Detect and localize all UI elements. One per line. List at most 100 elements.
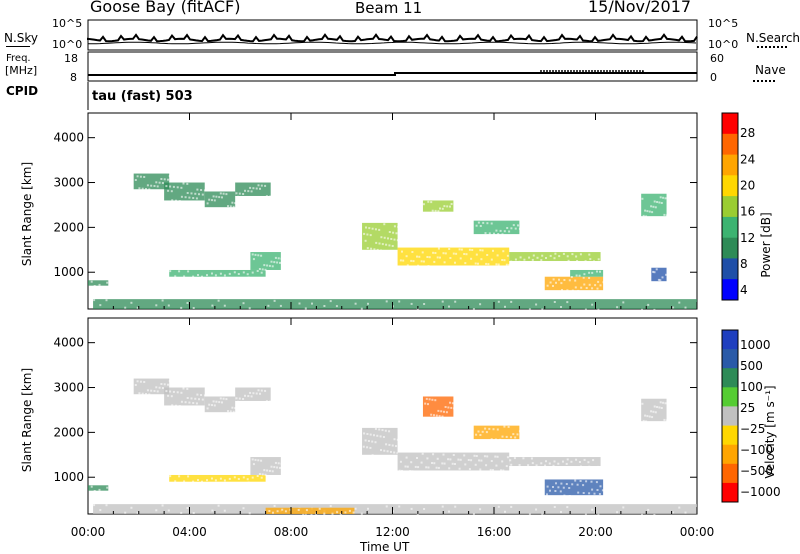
velocity-speckle	[232, 410, 235, 413]
power-speckle	[541, 308, 544, 311]
velocity-speckle	[192, 480, 195, 483]
velocity-speckle	[505, 465, 508, 468]
power-speckle	[237, 273, 240, 275]
power-speckle	[571, 253, 574, 256]
power-speckle	[383, 223, 386, 226]
power-speckle	[398, 300, 401, 303]
power-colorbar-tick: 24	[740, 152, 755, 166]
power-speckle	[563, 279, 566, 281]
power-echo-region	[473, 220, 520, 235]
velocity-speckle	[266, 469, 269, 472]
power-speckle	[388, 244, 391, 247]
velocity-speckle	[160, 383, 163, 385]
velocity-speckle	[393, 451, 396, 454]
velocity-speckle	[272, 511, 274, 514]
power-speckle	[577, 289, 580, 292]
power-speckle	[167, 189, 170, 192]
power-speckle	[450, 203, 453, 205]
power-speckle	[510, 227, 513, 230]
power-speckle	[156, 185, 159, 188]
power-echo-region	[422, 200, 454, 212]
velocity-speckle	[431, 398, 434, 401]
power-speckle	[642, 214, 645, 217]
power-speckle	[458, 248, 461, 251]
power-speckle	[441, 300, 444, 303]
power-speckle	[567, 259, 570, 262]
power-speckle	[417, 264, 420, 267]
power-speckle	[370, 247, 373, 250]
velocity-speckle	[457, 458, 460, 461]
velocity-speckle	[582, 484, 585, 487]
velocity-speckle	[401, 469, 403, 472]
velocity-speckle	[571, 483, 574, 486]
velocity-speckle	[219, 397, 222, 400]
power-speckle	[248, 307, 251, 310]
velocity-speckle	[161, 504, 164, 507]
power-colorbar-segment	[722, 154, 738, 176]
velocity-speckle	[136, 511, 139, 514]
power-speckle	[208, 198, 211, 201]
power-speckle	[257, 254, 260, 257]
velocity-speckle	[672, 511, 675, 514]
power-speckle	[576, 260, 579, 262]
power-speckle	[486, 222, 489, 225]
velocity-speckle	[212, 400, 215, 403]
velocity-speckle	[180, 391, 183, 394]
velocity-speckle	[169, 475, 172, 478]
power-speckle	[459, 257, 462, 260]
power-speckle	[238, 192, 241, 195]
power-speckle	[186, 302, 189, 304]
power-colorbar-segment	[722, 237, 738, 259]
power-speckle	[663, 213, 666, 216]
velocity-speckle	[490, 438, 493, 441]
velocity-speckle	[652, 410, 655, 413]
velocity-speckle	[264, 389, 267, 392]
velocity-speckle	[596, 465, 599, 468]
power-speckle	[172, 185, 175, 188]
power-speckle	[378, 228, 381, 231]
power-speckle	[506, 227, 509, 229]
power-speckle	[568, 279, 571, 282]
power-speckle	[252, 187, 255, 190]
power-speckle	[161, 182, 164, 184]
y-tick-label: 4000	[53, 131, 84, 145]
velocity-speckle	[496, 428, 499, 431]
power-speckle	[270, 260, 273, 263]
power-speckle	[584, 308, 587, 311]
power-speckle	[652, 270, 655, 273]
power-speckle	[465, 253, 468, 256]
power-speckle	[596, 287, 599, 290]
power-speckle	[397, 225, 400, 228]
velocity-speckle	[396, 438, 399, 441]
nave-tick-top: 60	[710, 52, 724, 65]
power-speckle	[168, 175, 171, 177]
power-speckle	[599, 284, 602, 287]
velocity-speckle	[217, 504, 220, 507]
velocity-speckle	[366, 433, 369, 435]
velocity-speckle	[211, 509, 214, 512]
velocity-speckle	[653, 405, 656, 408]
velocity-speckle	[506, 456, 509, 459]
station-title: Goose Bay (fitACF)	[90, 0, 241, 16]
power-speckle	[549, 254, 552, 257]
velocity-colorbar-segment	[722, 482, 738, 503]
velocity-colorbar-segment	[722, 425, 738, 446]
velocity-speckle	[258, 473, 261, 475]
velocity-speckle	[425, 466, 428, 469]
velocity-speckle	[242, 507, 245, 510]
velocity-speckle	[423, 508, 426, 510]
power-speckle	[365, 226, 367, 229]
velocity-speckle	[565, 483, 568, 485]
velocity-speckle	[360, 512, 363, 515]
velocity-speckle	[479, 508, 482, 511]
velocity-speckle	[184, 401, 187, 404]
velocity-speckle	[442, 453, 445, 456]
power-speckle	[232, 205, 235, 208]
power-speckle	[163, 178, 166, 181]
power-speckle	[588, 253, 591, 256]
power-speckle	[215, 195, 218, 198]
velocity-speckle	[473, 454, 476, 457]
velocity-speckle	[180, 400, 183, 403]
power-speckle	[434, 209, 437, 212]
